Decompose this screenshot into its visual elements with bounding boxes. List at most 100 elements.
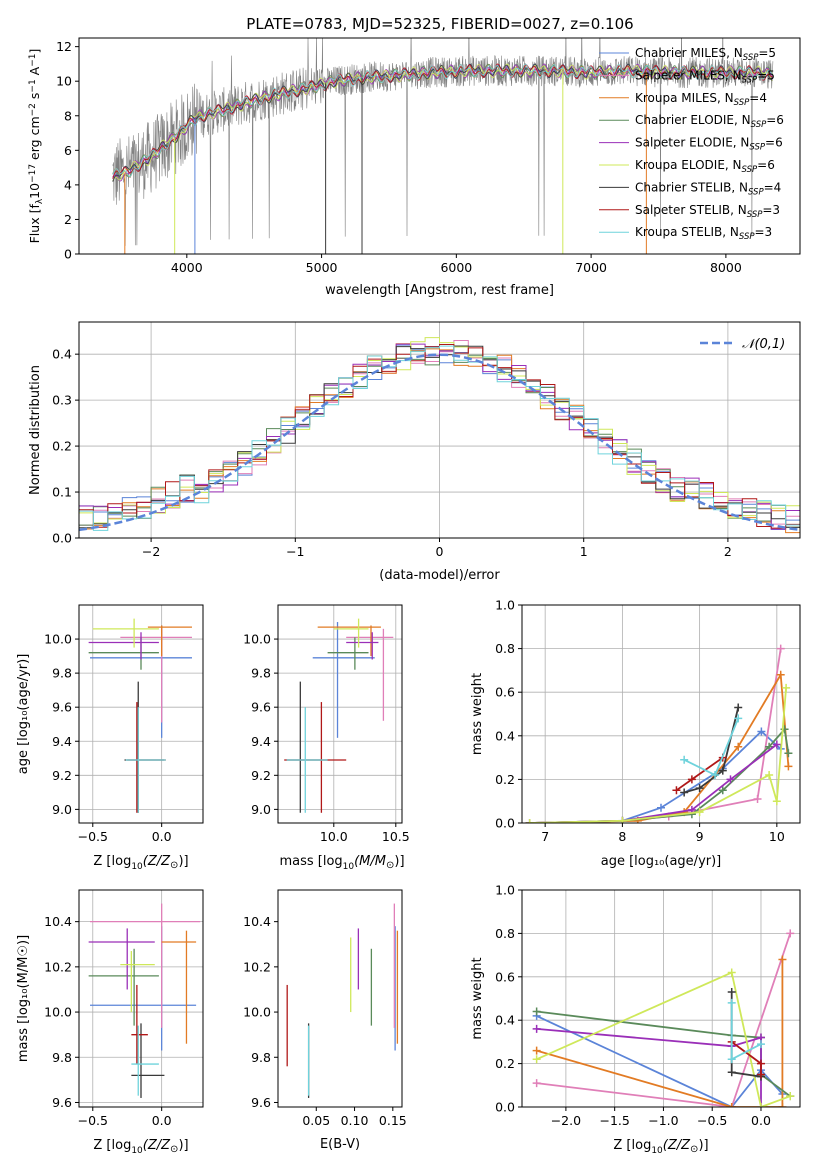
weight-vs-age-panel: 7 8 9 10 0.0 0.2 0.4 0.6 0.8 1.0 mass weight age [l… [470, 598, 801, 869]
y-tick-label: 0.2 [495, 1056, 515, 1071]
x-tick-label: 7 [541, 829, 549, 844]
weight-point [680, 788, 689, 797]
x-tick-label: 1 [580, 544, 588, 559]
y-tick-label: 10.2 [44, 959, 72, 974]
weight-point [756, 1040, 765, 1049]
y-axis-label: age [log₁₀(age/yr)] [16, 654, 31, 775]
weight-point [778, 955, 787, 964]
y-tick-label: 9.8 [251, 1050, 271, 1065]
weight-series-line [529, 730, 782, 823]
x-tick-label: 8 [618, 829, 626, 844]
x-axis-label: wavelength [Angstrom, rest frame] [325, 283, 554, 298]
y-label-part: −1 [28, 54, 38, 67]
weight-point [727, 987, 736, 996]
spectrum-model-line [112, 63, 773, 178]
x-tick-label: 2 [724, 544, 732, 559]
weight-series-line [536, 971, 791, 1107]
weight-point [772, 740, 781, 749]
weight-point [734, 714, 743, 723]
mass-vs-EBV-panel: 0.05 0.10 0.15 9.6 9.8 10.0 10.2 10.4 E(B-V) [243, 889, 407, 1152]
x-tick-label: 6000 [440, 260, 472, 275]
legend-label: Chabrier ELODIE, NSSP=6 [635, 113, 784, 130]
weight-point [756, 1103, 765, 1107]
x-tick-label: 0.0 [152, 829, 172, 844]
age-vs-Z-panel: −0.5 0.0 9.0 9.2 9.4 9.6 9.8 10.0 Z [log10(Z/Z⊙)… [16, 604, 204, 872]
weight-point [718, 786, 727, 795]
y-tick-label: 1.0 [495, 598, 515, 613]
y-axis-label: mass weight [470, 957, 485, 1039]
y-tick-label: 8 [64, 108, 72, 123]
legend-label: Salpeter STELIB, NSSP=3 [635, 203, 780, 220]
weight-point [618, 816, 627, 823]
x-tick-label: −2 [142, 544, 160, 559]
weight-point [727, 1068, 736, 1077]
y-tick-label: 2 [64, 212, 72, 227]
y-tick-label: 9.4 [251, 734, 271, 749]
x-axis-label: Z [log10(Z/Z⊙)] [613, 1138, 708, 1156]
legend-main: Salpeter STELIB, N [635, 203, 747, 217]
y-label-part: λ [35, 198, 45, 204]
weight-point [757, 727, 766, 736]
y-tick-label: 9.6 [251, 700, 271, 715]
legend-sub: SSP [747, 210, 763, 220]
weight-point [776, 670, 785, 679]
legend-sub: SSP [742, 165, 758, 175]
sun-symbol: ⊙ [170, 860, 178, 871]
y-tick-label: 0.3 [52, 393, 72, 408]
y-label-part: Flux [f [27, 204, 42, 244]
weight-point [782, 683, 791, 692]
legend-label: Kroupa STELIB, NSSP=3 [635, 225, 772, 242]
x-tick-label: 0.10 [341, 1113, 369, 1128]
y-tick-label: 10.0 [44, 632, 72, 647]
legend-label: Salpeter ELODIE, NSSP=6 [635, 136, 783, 153]
x-tick-label: 0.05 [302, 1113, 330, 1128]
histogram-series [79, 343, 800, 534]
x-axis-label: Z [log10(Z/Z⊙)] [93, 1138, 188, 1156]
weight-point [727, 1055, 736, 1064]
legend-tail: =5 [758, 46, 776, 60]
weight-series-line [536, 959, 784, 1107]
weight-point [657, 803, 665, 812]
weight-point [776, 644, 785, 653]
x-tick-label: 0.0 [751, 1113, 771, 1128]
x-axis-label: (data-model)/error [379, 568, 500, 583]
weight-point [711, 771, 720, 780]
plot-frame [521, 604, 801, 824]
legend-tail: =3 [762, 203, 780, 217]
legend-tail: =6 [757, 158, 775, 172]
sun-symbol: ⊙ [386, 860, 394, 871]
x-tick-label: −0.5 [697, 1113, 727, 1128]
x-label-sub: 10 [343, 862, 355, 872]
x-tick-label: −0.5 [78, 1113, 108, 1128]
plot-frame [277, 604, 403, 824]
x-label-main: mass [log [279, 854, 342, 869]
x-axis-label: E(B-V) [320, 1137, 360, 1152]
legend-main: Kroupa MILES, N [635, 91, 734, 105]
plot-frame [277, 889, 403, 1108]
legend-sub: SSP [743, 53, 759, 63]
x-label-sub: 10 [131, 1146, 143, 1156]
y-tick-label: 0.2 [495, 772, 515, 787]
weight-point [778, 1103, 787, 1107]
legend-tail: =6 [766, 113, 784, 127]
y-label-part: erg cm [27, 116, 42, 164]
x-axis-label: age [log₁₀(age/yr)] [601, 854, 722, 869]
gaussian-curve [79, 353, 800, 532]
weight-point [765, 771, 774, 780]
weight-point [784, 749, 793, 758]
legend-sub: SSP [742, 75, 758, 85]
y-tick-label: 0.0 [52, 531, 72, 546]
x-tick-label: −1.5 [599, 1113, 629, 1128]
legend-label: Chabrier STELIB, NSSP=4 [635, 180, 781, 197]
x-label-tail: (Z/Z [143, 854, 171, 869]
legend-sub: SSP [739, 232, 755, 242]
weight-point [784, 762, 793, 771]
y-tick-label: 0.8 [495, 926, 515, 941]
y-tick-label: 10.2 [243, 959, 271, 974]
y-tick-label: 0.8 [495, 641, 515, 656]
x-label-main: Z [log [93, 1138, 131, 1153]
spectrum-panel: 4000 5000 6000 7000 8000 0 2 4 6 8 10 12 wavelength … [27, 37, 801, 298]
y-tick-label: 0.6 [495, 969, 515, 984]
x-tick-label: −1.0 [648, 1113, 678, 1128]
